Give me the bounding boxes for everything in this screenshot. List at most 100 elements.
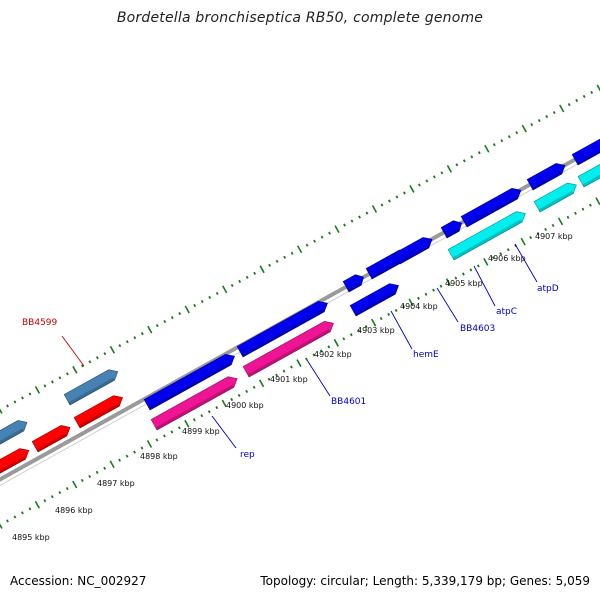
- inner-tick: [13, 515, 17, 519]
- gene-red-2: [31, 425, 71, 453]
- gene-label-BB4599: BB4599: [22, 318, 58, 328]
- inner-tick: [184, 419, 190, 428]
- inner-tick: [371, 318, 377, 327]
- leader-atpD: [514, 243, 538, 283]
- outer-tick: [371, 205, 378, 213]
- outer-tick: [484, 144, 490, 153]
- gene-atpC: [447, 211, 526, 261]
- gene-rep-shade: [155, 384, 234, 430]
- gene-atp-outer-2-shade: [531, 171, 562, 190]
- outer-tick: [200, 299, 204, 304]
- inner-tick: [342, 337, 346, 341]
- map-title: Bordetella bronchiseptica RB50, complete…: [116, 10, 484, 26]
- inner-tick: [439, 284, 443, 288]
- inner-tick: [424, 292, 428, 296]
- outer-tick: [432, 175, 436, 179]
- outer-tick: [290, 251, 294, 255]
- inner-tick: [230, 397, 234, 402]
- inner-tick: [536, 231, 540, 236]
- inner-tick: [408, 298, 414, 307]
- gene-atpD-2: [577, 164, 600, 188]
- outer-tick: [245, 275, 249, 279]
- outer-tick: [6, 404, 9, 408]
- outer-tick: [58, 376, 62, 380]
- inner-tick: [364, 325, 368, 329]
- inner-tick: [192, 418, 196, 422]
- outer-tick: [470, 155, 474, 159]
- scale-label-4902: 4902 kbp: [314, 350, 352, 359]
- outer-tick: [193, 303, 197, 308]
- outer-tick: [545, 115, 549, 119]
- leader-BB4601: [306, 359, 331, 397]
- outer-tick: [462, 159, 466, 163]
- outer-tick: [170, 315, 174, 320]
- scale-label-4907: 4907 kbp: [535, 232, 573, 241]
- scale-label-4903: 4903 kbp: [357, 326, 395, 335]
- leader-hemE: [390, 310, 413, 350]
- outer-tick: [358, 215, 361, 219]
- gene-small-d-shade: [445, 228, 460, 238]
- inner-tick: [125, 454, 129, 458]
- gene-bb4599-shade: [68, 377, 115, 405]
- outer-tick: [552, 110, 556, 115]
- inner-tick: [221, 399, 227, 408]
- inner-tick-row: [0, 197, 600, 529]
- outer-tick: [575, 98, 579, 103]
- gene-steel-left: [0, 420, 28, 445]
- inner-tick: [566, 215, 570, 219]
- gene-bb4601-outer: [236, 301, 328, 358]
- inner-tick: [379, 316, 383, 321]
- outer-tick: [530, 123, 534, 127]
- inner-tick: [267, 377, 271, 381]
- inner-tick: [432, 288, 435, 292]
- outer-tick: [596, 84, 600, 92]
- outer-tick: [409, 185, 415, 193]
- gene-red-left-shade: [0, 456, 26, 474]
- inner-tick: [357, 329, 361, 333]
- outer-tick: [559, 104, 565, 113]
- scale-label-4898: 4898 kbp: [140, 452, 178, 461]
- inner-tick: [58, 491, 62, 495]
- inner-tick: [252, 385, 256, 389]
- inner-tick: [394, 308, 398, 313]
- gene-label-atpC: atpC: [496, 307, 517, 317]
- outer-tick: [133, 336, 137, 340]
- gene-red-2-shade: [36, 433, 67, 452]
- gene-small-a-shade: [347, 282, 362, 292]
- scale-label-4904: 4904 kbp: [400, 302, 438, 311]
- outer-tick: [395, 195, 399, 199]
- inner-tick: [387, 312, 391, 317]
- gene-atpD-2-shade: [582, 174, 600, 187]
- outer-tick: [140, 332, 144, 336]
- gene-bb4601: [242, 321, 334, 378]
- outer-tick: [178, 311, 182, 316]
- inner-tick: [118, 458, 122, 462]
- leader-BB4603: [436, 287, 459, 323]
- scale-label-4896: 4896 kbp: [55, 506, 93, 515]
- outer-tick: [440, 171, 444, 175]
- gene-atpD: [533, 182, 577, 213]
- gene-atp-outer-2: [526, 163, 566, 191]
- inner-tick: [520, 237, 526, 246]
- gene-small-c-shade: [398, 245, 429, 264]
- outer-tick: [80, 364, 84, 368]
- gene-steel-left-shade: [0, 428, 24, 445]
- outer-tick: [582, 94, 586, 99]
- gene-label-rep: rep: [240, 450, 255, 460]
- inner-tick: [327, 345, 331, 349]
- inner-tick: [544, 227, 548, 232]
- outer-tick: [507, 135, 511, 139]
- inner-tick: [319, 349, 323, 353]
- gene-label-BB4601: BB4601: [331, 397, 366, 407]
- gene-small-a: [342, 274, 364, 293]
- outer-tick: [88, 360, 92, 364]
- outer-tick: [500, 139, 504, 143]
- outer-tick: [275, 259, 279, 263]
- outer-tick: [147, 325, 153, 334]
- outer-tick: [417, 183, 421, 187]
- outer-tick: [515, 131, 519, 135]
- inner-tick: [574, 211, 577, 215]
- inner-tick: [445, 278, 452, 286]
